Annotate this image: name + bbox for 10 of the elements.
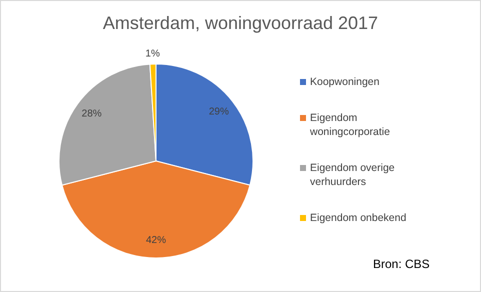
legend-label: Eigendom onbekend [310,211,408,225]
text: Bron: CBS [373,257,430,271]
data-label: 29% [208,106,229,118]
data-label: 1% [145,48,160,60]
data-label: 28% [82,108,102,120]
chart-title: Amsterdam, woningvoorraad 2017 [102,13,380,34]
data-label: 42% [146,235,166,246]
legend-label: Koopwoningen [310,75,380,89]
legend-label: Eigendom woningcorporatie [310,111,391,139]
legend-label: Eigendom overige verhuurders [310,161,396,189]
